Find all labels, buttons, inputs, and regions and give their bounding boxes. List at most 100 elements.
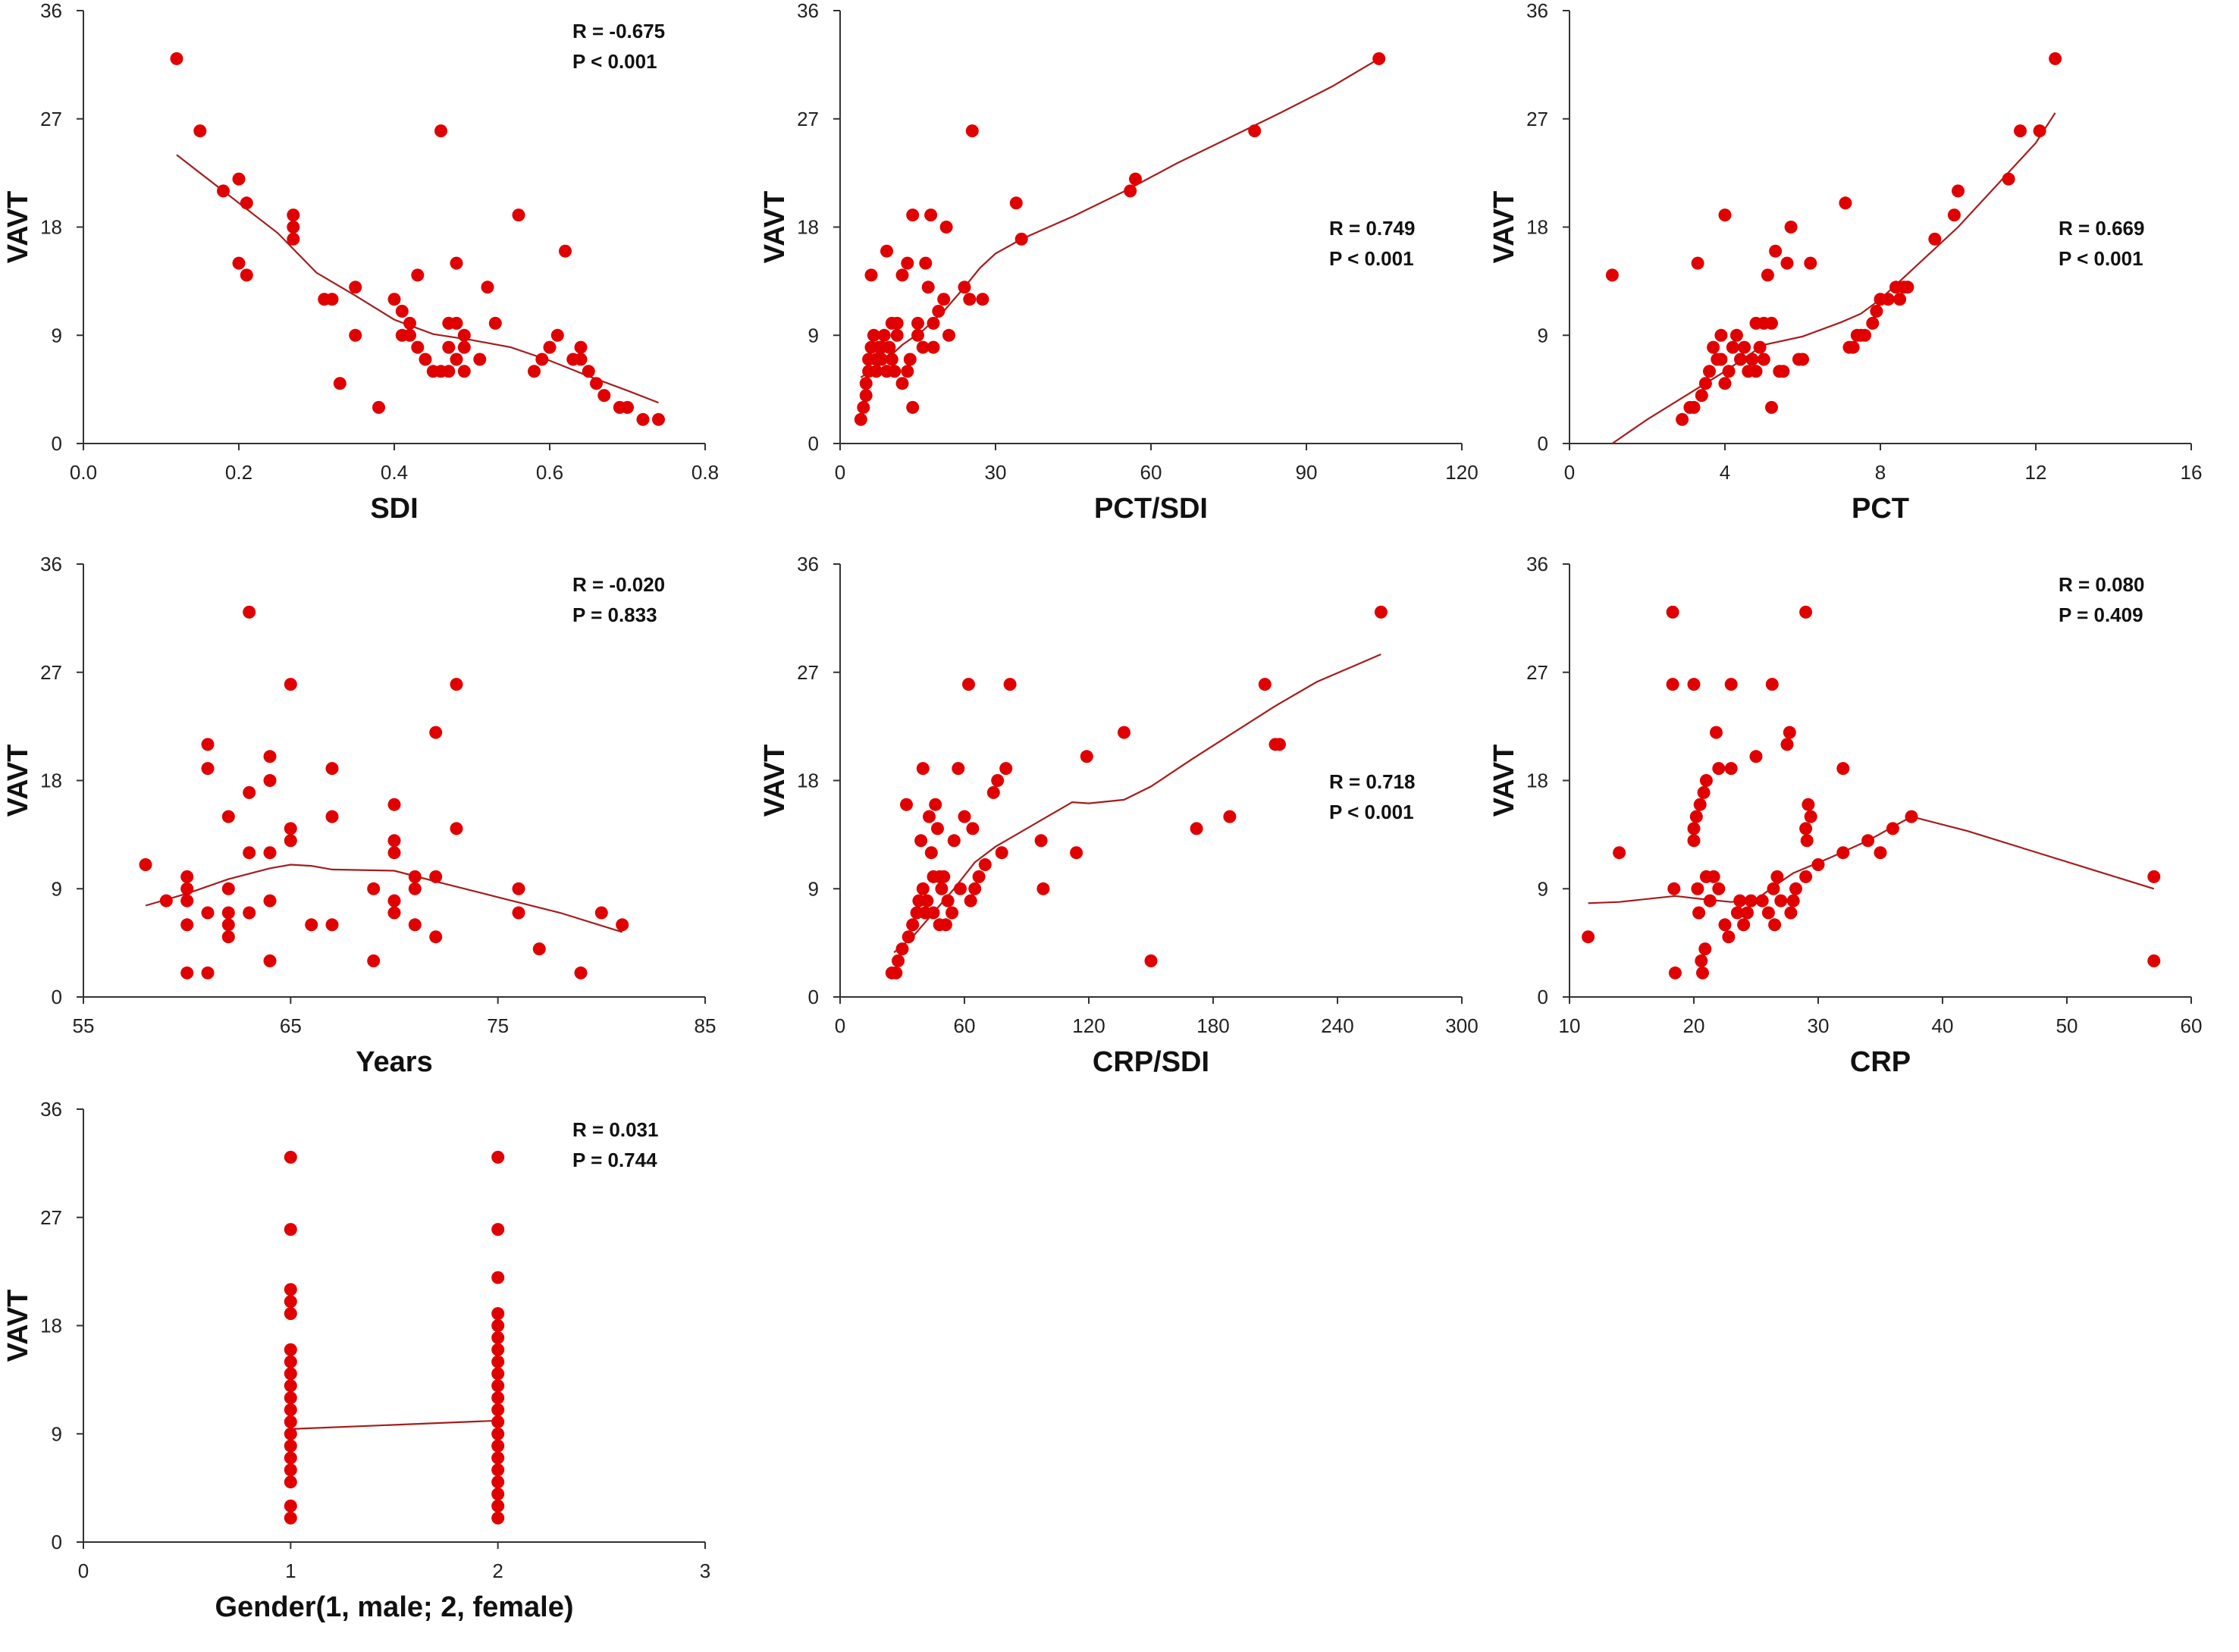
data-point [1947,208,1961,222]
data-point [1767,882,1780,895]
data-point [916,762,930,776]
p-value-label: P < 0.001 [572,50,657,73]
data-point [1714,328,1728,342]
data-point [999,762,1013,776]
data-point [1689,810,1703,823]
p-value-label: P = 0.833 [572,603,657,626]
data-point [1726,340,1739,354]
x-tick-label: 2 [492,1560,503,1582]
r-value-label: R = -0.020 [572,573,665,596]
x-tick-label: 0.2 [225,461,252,484]
data-point [1009,196,1023,210]
x-axis-title: SDI [370,493,418,525]
data-point [1374,605,1388,619]
data-point [387,798,401,811]
data-point [180,966,194,980]
x-axis-title: CRP/SDI [1093,1046,1209,1078]
y-axis-title: VAVT [759,744,791,817]
data-point [491,1451,505,1465]
data-point [1799,605,1813,619]
y-tick-label: 36 [40,553,62,575]
data-point [408,882,422,895]
data-point [1724,678,1738,691]
data-point [1745,353,1759,366]
data-point [935,882,949,895]
data-point [1129,172,1142,186]
data-point [491,1463,505,1477]
data-point [284,1451,297,1465]
data-point [636,412,650,426]
data-point [947,834,961,848]
data-point [2049,52,2062,65]
data-point [1768,918,1782,932]
data-point [877,328,891,342]
panel-pct: 0 9 18 27 36 0 4 8 12 16 PCT VAVT R = 0.669 P < 0.001 [1486,0,2239,553]
data-point [1836,762,1850,776]
y-tick-label: 36 [40,1098,62,1121]
data-point [243,605,256,619]
y-tick-label: 0 [52,1531,62,1553]
y-tick-label: 0 [808,432,819,455]
data-point [528,365,541,378]
data-point [857,400,870,414]
r-value-label: R = -0.675 [572,20,665,42]
y-axis-title: VAVT [2,191,34,264]
x-tick-label: 180 [1196,1014,1229,1037]
data-point [1858,328,1871,342]
data-point [491,1439,505,1453]
data-point [512,906,525,920]
y-axis-title: VAVT [2,1290,34,1362]
data-point [201,906,215,920]
data-point [1730,906,1744,920]
data-point [491,1415,505,1428]
r-value-label: R = 0.669 [2059,217,2144,240]
x-tick-label: 120 [1072,1014,1105,1037]
data-point [532,942,546,956]
data-point [284,1511,297,1525]
x-tick-label: 30 [1808,1014,1830,1037]
y-tick-label: 27 [40,108,62,130]
data-point [325,810,339,823]
data-point [927,340,940,354]
data-point [1248,124,1262,138]
data-point [512,208,525,222]
data-point [962,678,975,691]
data-point [911,328,924,342]
data-point [263,954,277,967]
data-point [139,858,152,871]
data-point [1846,340,1860,354]
data-point [1036,882,1050,895]
data-point [349,328,362,342]
data-point [958,810,971,823]
data-point [287,232,300,246]
data-point [867,328,880,342]
data-point [919,256,933,270]
data-point [1722,365,1736,378]
y-axis-title: VAVT [2,744,34,817]
data-point [1799,870,1813,883]
data-point [232,172,246,186]
data-point [954,882,967,895]
data-point [488,316,502,330]
data-point [941,894,955,908]
data-point [1014,232,1028,246]
p-value-label: P < 0.001 [1329,247,1414,270]
data-point [1695,954,1708,967]
data-point [911,316,924,330]
data-point [1687,834,1701,848]
x-tick-label: 65 [280,1014,302,1037]
data-point [1761,268,1774,282]
y-tick-label: 36 [1526,0,1548,22]
data-point [2147,870,2161,883]
data-point [284,1307,297,1321]
data-point [2147,954,2161,967]
data-point [1729,328,1743,342]
panel-crp: 0 9 18 27 36 10 20 30 40 50 60 CRP VAVT R = 0.080 P = … [1486,553,2239,1107]
data-point [574,966,588,980]
y-tick-label: 18 [797,770,819,792]
data-point [1687,678,1701,691]
data-point [1698,377,1712,390]
x-tick-label: 10 [1559,1014,1581,1037]
data-point [1786,894,1800,908]
